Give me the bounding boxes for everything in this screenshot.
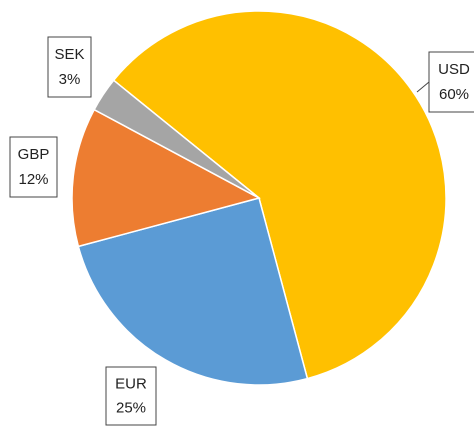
- slice-percent: 60%: [439, 86, 469, 103]
- slice-percent: 12%: [18, 171, 48, 188]
- slice-category: SEK: [54, 46, 84, 63]
- label-box: [47, 36, 92, 98]
- slice-category: GBP: [18, 146, 50, 163]
- label-box: [105, 366, 157, 426]
- slice-category: EUR: [115, 375, 147, 392]
- leader-line: [416, 81, 430, 93]
- pie-slice: [77, 197, 309, 386]
- label-box: [9, 136, 58, 198]
- slice-category: USD: [438, 61, 470, 78]
- pie-slice: [93, 79, 260, 199]
- slice-percent: 25%: [116, 400, 146, 417]
- pie-slice: [112, 10, 447, 380]
- label-box: [428, 51, 474, 113]
- pie-slice: [71, 108, 262, 248]
- slice-percent: 3%: [59, 71, 81, 88]
